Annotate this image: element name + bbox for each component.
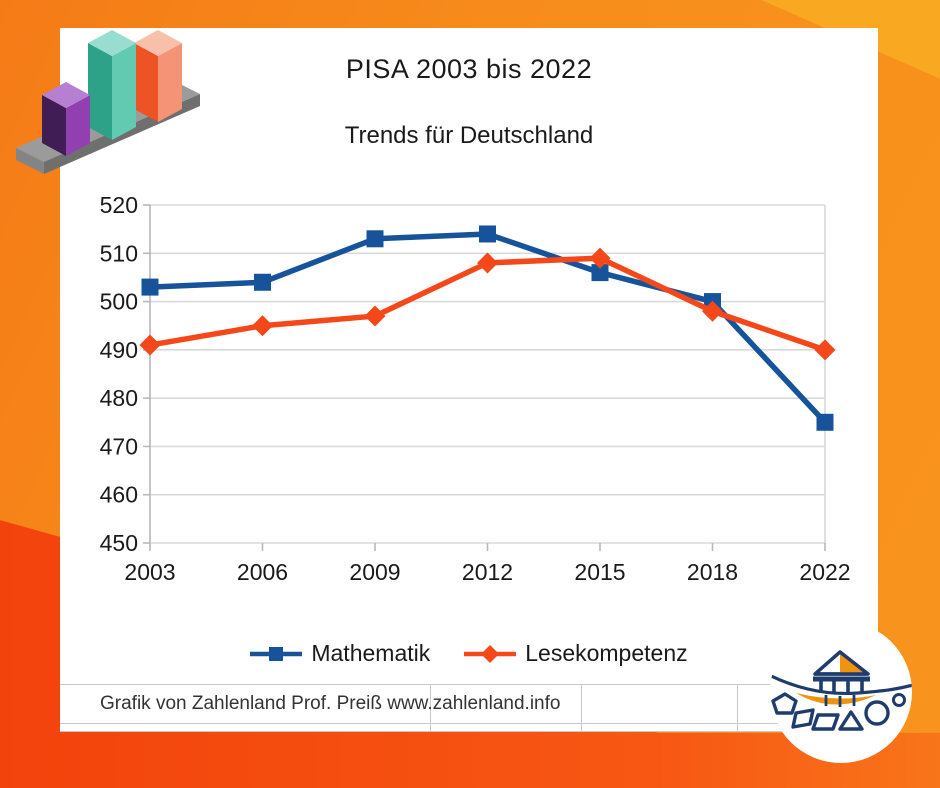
grid-line [60,723,878,724]
data-point-diamond [589,247,611,269]
x-axis-label: 2009 [349,559,400,585]
data-point-diamond [477,252,498,274]
y-axis-label: 500 [100,289,138,315]
y-axis-label: 450 [100,530,138,556]
grid-line [430,685,431,731]
data-point-diamond [252,315,273,337]
x-axis-label: 2015 [574,559,625,585]
legend-label: Lesekompetenz [525,640,688,666]
x-axis-label: 2006 [237,559,288,585]
data-point-square [591,264,609,282]
x-axis-label: 2012 [462,559,513,585]
data-point-square [479,225,496,243]
data-point-square [816,413,834,431]
y-axis-label: 490 [100,337,138,363]
y-axis-label: 460 [100,482,138,508]
credit-text: Grafik von Zahlenland Prof. Preiß www.za… [100,693,561,714]
data-point-square [141,278,159,296]
square-marker-icon [250,646,303,661]
data-point-square [366,230,384,248]
x-axis-label: 2003 [124,559,175,585]
legend-label: Mathematik [311,640,431,666]
zahlenland-logo-icon [770,621,912,763]
chart-legend: Mathematik Lesekompetenz [60,640,878,667]
data-point-diamond [139,334,161,356]
chart-title: PISA 2003 bis 2022 [345,54,593,84]
data-point-diamond [364,305,386,327]
x-axis-label: 2022 [799,559,850,585]
chart-panel: PISA 2003 bis 2022 Trends für Deutschlan… [60,28,878,732]
x-axis-label: 2018 [687,559,738,585]
credit-strip: Grafik von Zahlenland Prof. Preiß www.za… [60,684,878,732]
data-point-diamond [702,300,723,322]
y-axis-label: 470 [100,433,138,459]
diamond-marker-icon [464,644,517,663]
grid-line [581,685,582,731]
y-axis-label: 520 [100,192,138,218]
trend-line-chart: 450 460 470 480 490 500 510 520 2003 2006 2009 2012… [100,192,851,585]
bar-chart-3d-logo-icon [16,30,200,174]
y-axis-label: 480 [100,385,138,411]
y-axis-label: 510 [100,240,138,266]
legend-item-lesekompetenz: Lesekompetenz [464,640,688,667]
chart-subtitle: Trends für Deutschland [344,122,594,149]
grid-line [737,685,738,731]
legend-item-mathematik: Mathematik [250,640,430,667]
data-point-diamond [814,339,836,361]
data-point-square [254,273,271,291]
